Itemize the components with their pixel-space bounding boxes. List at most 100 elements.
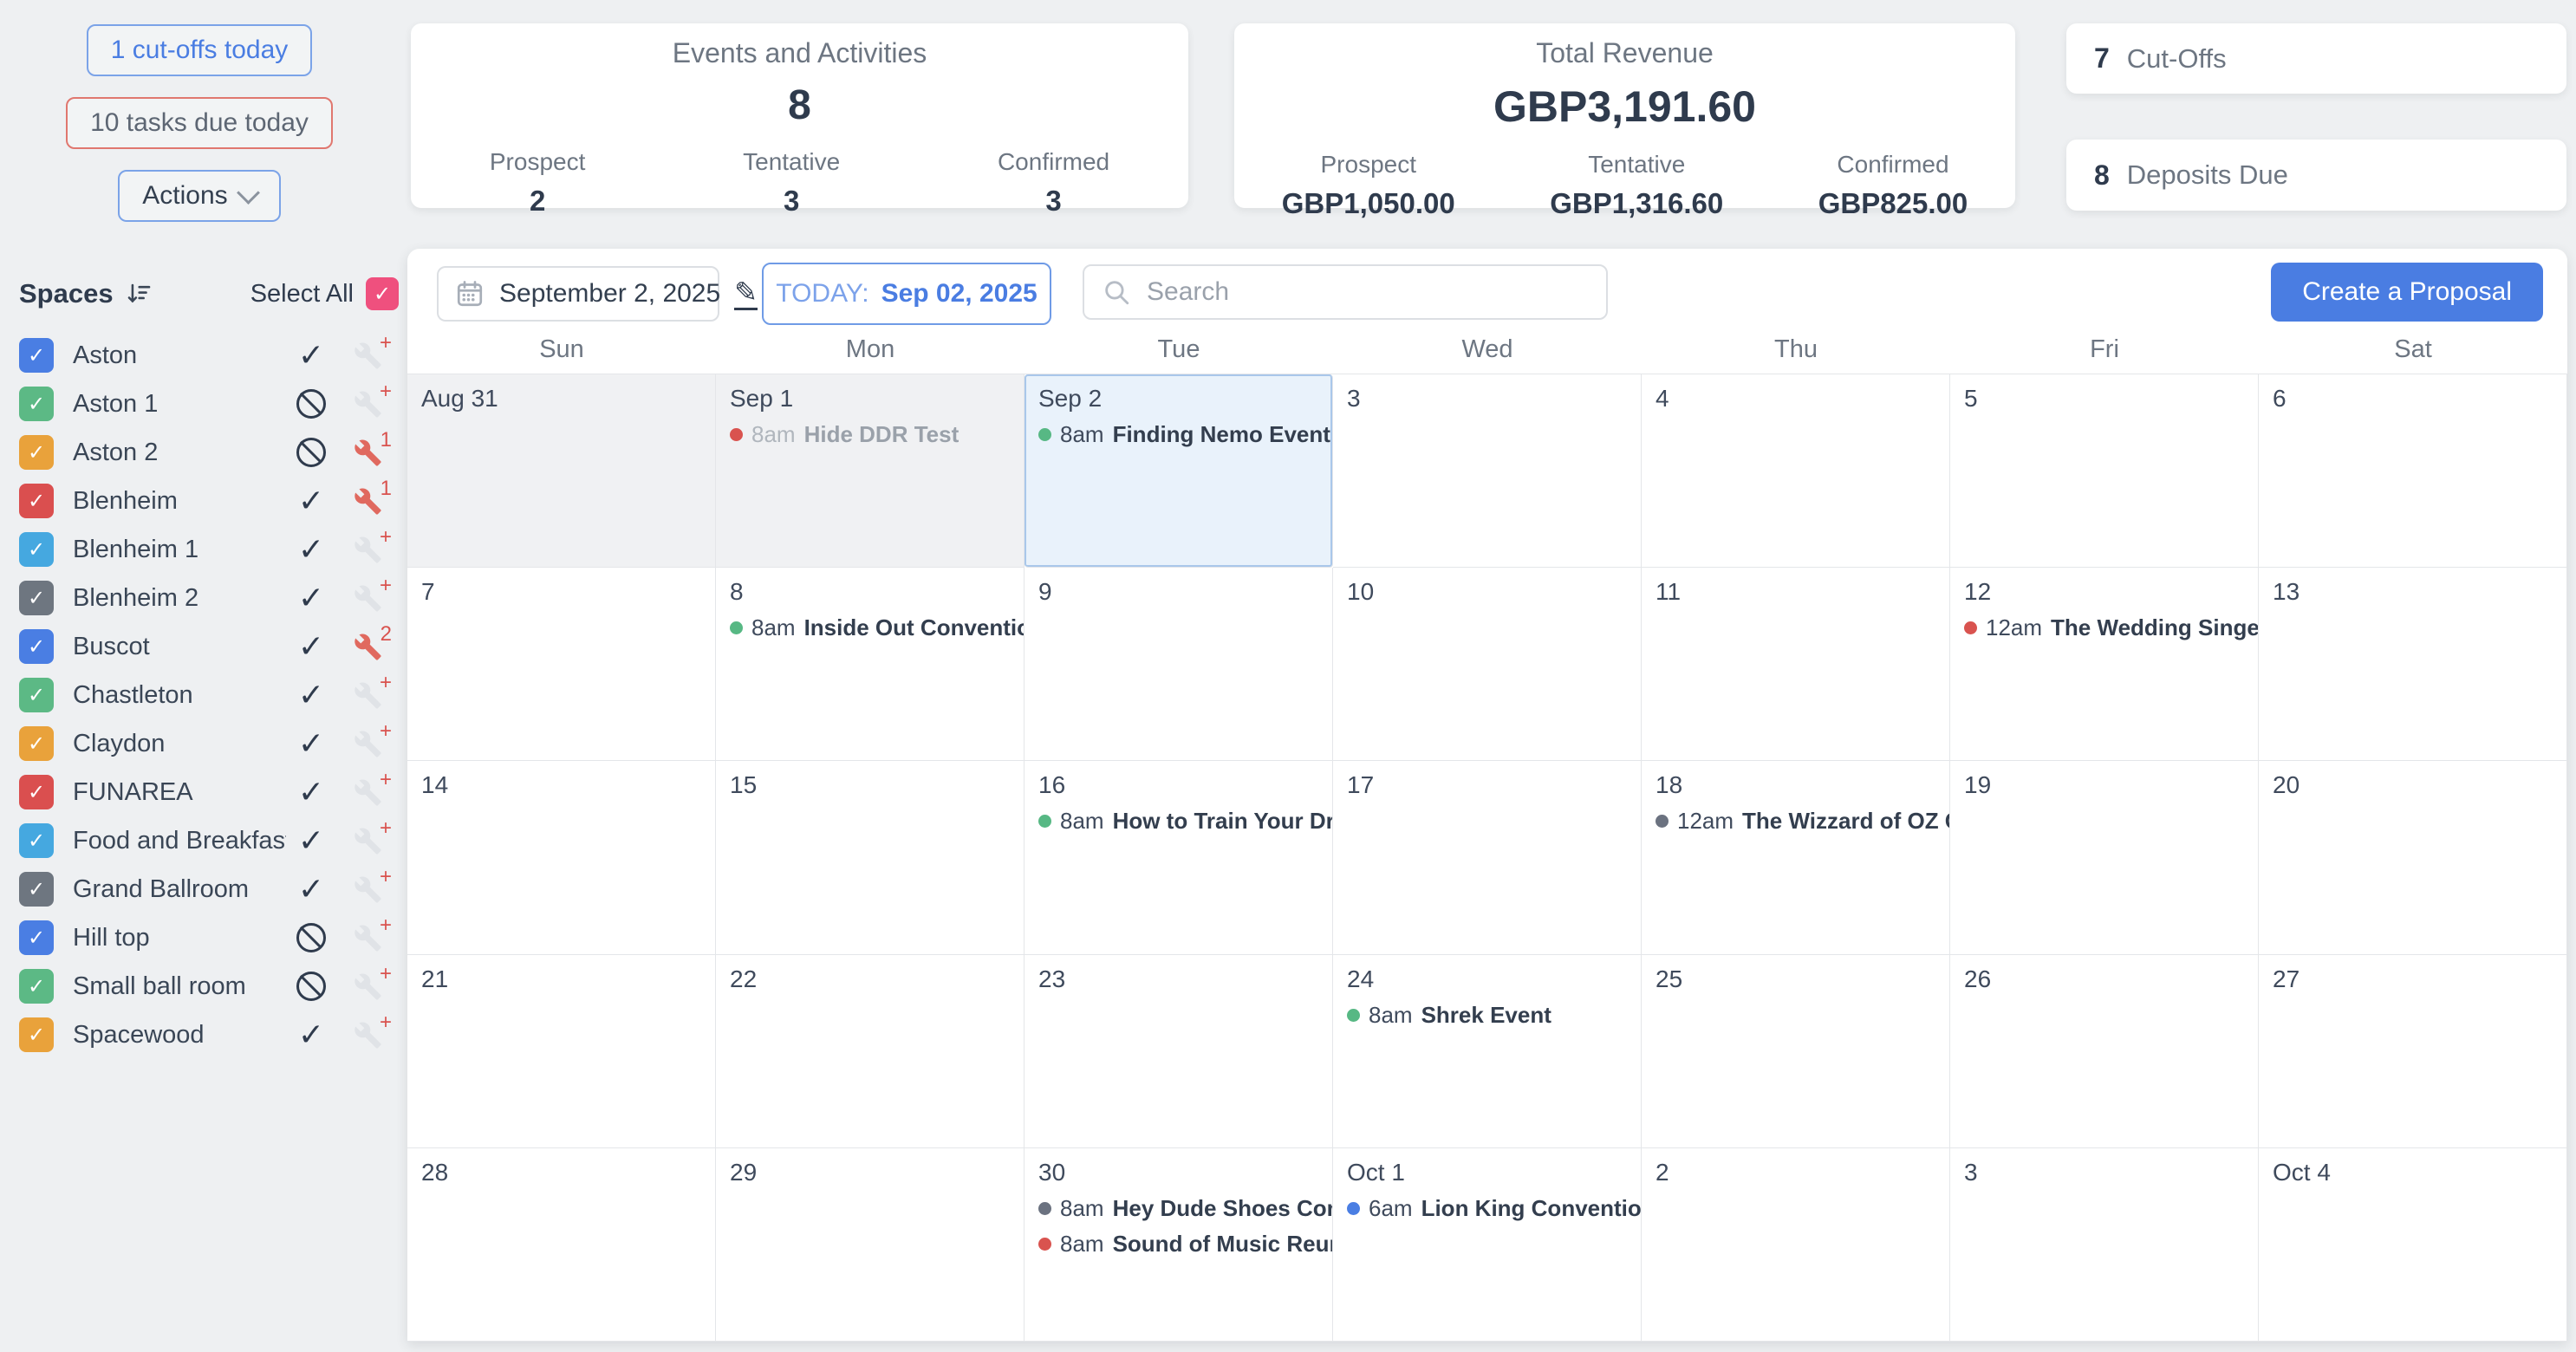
calendar-event[interactable]: 8am How to Train Your Drago <box>1038 808 1332 835</box>
space-maintenance[interactable]: + <box>336 913 399 952</box>
deposits-due-card[interactable]: 8 Deposits Due <box>2066 140 2566 211</box>
calendar-day-cell[interactable]: 3 <box>1333 374 1642 569</box>
tasks-due-today-button[interactable]: 10 tasks due today <box>66 97 333 149</box>
space-maintenance[interactable]: 2 <box>336 622 399 661</box>
calendar-day-cell[interactable]: 7 <box>407 568 716 762</box>
create-proposal-button[interactable]: Create a Proposal <box>2271 263 2543 322</box>
space-maintenance[interactable]: + <box>336 671 399 710</box>
calendar-day-cell[interactable]: 11 <box>1642 568 1950 762</box>
calendar-event[interactable]: 8am Finding Nemo Event <box>1038 421 1332 448</box>
cutoffs-summary-card[interactable]: 7 Cut-Offs <box>2066 23 2566 94</box>
calendar-day-cell[interactable]: 3 <box>1950 1147 2259 1342</box>
space-status[interactable]: ✓ <box>286 629 336 665</box>
space-checkbox[interactable]: ✓ <box>19 872 54 907</box>
space-maintenance[interactable]: + <box>336 865 399 904</box>
calendar-day-cell[interactable]: Oct 1 6am Lion King Convention <box>1333 1147 1642 1342</box>
calendar-day-cell[interactable]: 13 <box>2259 568 2567 762</box>
calendar-day-cell[interactable]: 26 <box>1950 954 2259 1148</box>
space-checkbox[interactable]: ✓ <box>19 678 54 712</box>
space-maintenance[interactable]: + <box>336 962 399 1001</box>
calendar-event[interactable]: 8am Sound of Music Reunion <box>1038 1231 1332 1258</box>
calendar-day-cell[interactable]: Sep 1 8am Hide DDR Test <box>716 374 1025 569</box>
space-maintenance[interactable]: + <box>336 816 399 855</box>
calendar-day-cell[interactable]: 10 <box>1333 568 1642 762</box>
space-checkbox[interactable]: ✓ <box>19 387 54 421</box>
space-maintenance[interactable]: 1 <box>336 428 399 467</box>
sort-icon[interactable] <box>124 279 153 309</box>
space-checkbox[interactable]: ✓ <box>19 823 54 858</box>
space-maintenance[interactable]: + <box>336 331 399 370</box>
calendar-day-cell[interactable]: 5 <box>1950 374 2259 569</box>
space-status[interactable]: ✓ <box>286 678 336 713</box>
space-status[interactable]: ✓ <box>286 438 336 467</box>
cutoffs-today-button[interactable]: 1 cut-offs today <box>86 24 313 76</box>
calendar-day-cell[interactable]: Aug 31 <box>407 374 716 569</box>
calendar-day-cell[interactable]: 16 8am How to Train Your Drago <box>1025 761 1333 955</box>
space-checkbox[interactable]: ✓ <box>19 920 54 955</box>
actions-dropdown-button[interactable]: Actions <box>118 170 281 222</box>
space-status[interactable]: ✓ <box>286 581 336 616</box>
calendar-day-cell[interactable]: 29 <box>716 1147 1025 1342</box>
calendar-day-cell[interactable]: 23 <box>1025 954 1333 1148</box>
calendar-event[interactable]: 6am Lion King Convention <box>1347 1195 1641 1222</box>
space-maintenance[interactable]: + <box>336 380 399 419</box>
space-checkbox[interactable]: ✓ <box>19 484 54 518</box>
space-maintenance[interactable]: + <box>336 719 399 758</box>
space-maintenance[interactable]: + <box>336 768 399 807</box>
space-status[interactable]: ✓ <box>286 972 336 1001</box>
calendar-day-cell[interactable]: 2 <box>1642 1147 1950 1342</box>
space-checkbox[interactable]: ✓ <box>19 969 54 1004</box>
select-all-checkbox[interactable]: ✓ <box>366 277 399 310</box>
space-status[interactable]: ✓ <box>286 484 336 519</box>
calendar-day-cell[interactable]: 25 <box>1642 954 1950 1148</box>
calendar-event[interactable]: 8am Hey Dude Shoes Convent <box>1038 1195 1332 1222</box>
space-status[interactable]: ✓ <box>286 823 336 859</box>
calendar-event[interactable]: 8am Shrek Event <box>1347 1002 1641 1029</box>
calendar-event[interactable]: 8am Hide DDR Test <box>730 421 1024 448</box>
space-checkbox[interactable]: ✓ <box>19 581 54 615</box>
space-checkbox[interactable]: ✓ <box>19 435 54 470</box>
space-maintenance[interactable]: + <box>336 525 399 564</box>
space-status[interactable]: ✓ <box>286 923 336 952</box>
calendar-day-cell[interactable]: 8 8am Inside Out Convention <box>716 568 1025 762</box>
space-maintenance[interactable]: 1 <box>336 477 399 516</box>
calendar-day-cell[interactable]: 9 <box>1025 568 1333 762</box>
space-status[interactable]: ✓ <box>286 389 336 419</box>
space-status[interactable]: ✓ <box>286 1017 336 1053</box>
date-picker[interactable]: September 2, 2025 ✎ <box>437 266 758 322</box>
space-status[interactable]: ✓ <box>286 775 336 810</box>
space-checkbox[interactable]: ✓ <box>19 775 54 809</box>
calendar-day-cell[interactable]: 21 <box>407 954 716 1148</box>
calendar-event[interactable]: 12am The Wedding Singer <box>1964 614 2258 641</box>
calendar-event[interactable]: 12am The Wizzard of OZ Conv <box>1656 808 1949 835</box>
calendar-day-cell[interactable]: Oct 4 <box>2259 1147 2567 1342</box>
space-checkbox[interactable]: ✓ <box>19 1017 54 1052</box>
calendar-day-cell[interactable]: 24 8am Shrek Event <box>1333 954 1642 1148</box>
calendar-day-cell[interactable]: 20 <box>2259 761 2567 955</box>
calendar-day-cell[interactable]: 12 12am The Wedding Singer <box>1950 568 2259 762</box>
space-status[interactable]: ✓ <box>286 872 336 907</box>
space-status[interactable]: ✓ <box>286 338 336 374</box>
calendar-day-cell[interactable]: 22 <box>716 954 1025 1148</box>
calendar-day-cell[interactable]: 18 12am The Wizzard of OZ Conv <box>1642 761 1950 955</box>
space-checkbox[interactable]: ✓ <box>19 338 54 373</box>
space-status[interactable]: ✓ <box>286 532 336 568</box>
calendar-day-cell[interactable]: 6 <box>2259 374 2567 569</box>
calendar-day-cell[interactable]: Sep 2 8am Finding Nemo Event <box>1025 374 1333 569</box>
calendar-day-cell[interactable]: 17 <box>1333 761 1642 955</box>
calendar-day-cell[interactable]: 14 <box>407 761 716 955</box>
space-status[interactable]: ✓ <box>286 726 336 762</box>
space-maintenance[interactable]: + <box>336 1011 399 1050</box>
edit-date-icon[interactable]: ✎ <box>734 275 758 310</box>
space-checkbox[interactable]: ✓ <box>19 532 54 567</box>
today-button[interactable]: TODAY: Sep 02, 2025 <box>762 263 1051 325</box>
search-input[interactable] <box>1145 276 1589 308</box>
calendar-day-cell[interactable]: 28 <box>407 1147 716 1342</box>
calendar-day-cell[interactable]: 15 <box>716 761 1025 955</box>
calendar-day-cell[interactable]: 30 8am Hey Dude Shoes Convent 8am Sound … <box>1025 1147 1333 1342</box>
space-checkbox[interactable]: ✓ <box>19 726 54 761</box>
space-maintenance[interactable]: + <box>336 574 399 613</box>
calendar-day-cell[interactable]: 19 <box>1950 761 2259 955</box>
calendar-event[interactable]: 8am Inside Out Convention <box>730 614 1024 641</box>
calendar-day-cell[interactable]: 27 <box>2259 954 2567 1148</box>
